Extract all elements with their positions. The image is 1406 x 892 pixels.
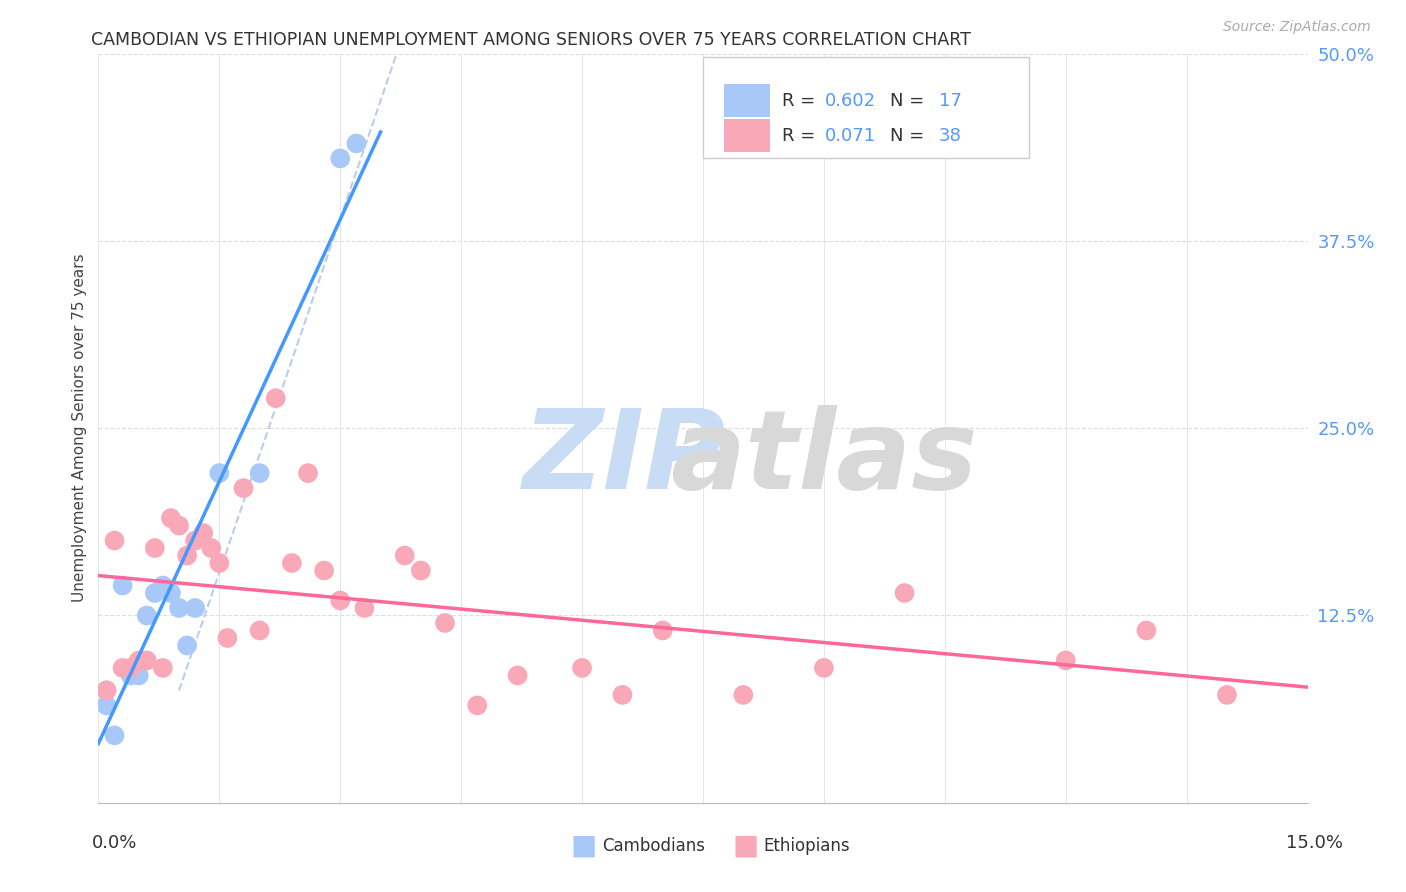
Point xyxy=(612,688,634,702)
Text: 15.0%: 15.0% xyxy=(1285,834,1343,852)
Point xyxy=(120,661,142,675)
Point xyxy=(217,631,239,645)
Point xyxy=(329,152,352,166)
Point xyxy=(160,511,183,525)
Point xyxy=(167,518,190,533)
Point xyxy=(329,593,352,607)
Point xyxy=(143,586,166,600)
Point xyxy=(103,728,125,742)
Point xyxy=(193,526,215,541)
Text: 0.0%: 0.0% xyxy=(91,834,136,852)
Text: atlas: atlas xyxy=(671,405,977,512)
FancyBboxPatch shape xyxy=(703,57,1029,159)
Point xyxy=(893,586,915,600)
Bar xyxy=(724,84,769,117)
Point xyxy=(232,481,254,495)
Point xyxy=(1054,653,1077,667)
Y-axis label: Unemployment Among Seniors over 75 years: Unemployment Among Seniors over 75 years xyxy=(72,254,87,602)
Point xyxy=(409,564,432,578)
Point xyxy=(344,136,367,151)
Point xyxy=(571,661,593,675)
Point xyxy=(96,698,118,713)
Point xyxy=(1216,688,1239,702)
Point xyxy=(128,653,150,667)
Text: 17: 17 xyxy=(939,92,962,110)
Point xyxy=(184,533,207,548)
Point xyxy=(135,653,157,667)
Point xyxy=(1135,624,1157,638)
Point xyxy=(314,564,336,578)
Text: ■: ■ xyxy=(571,831,596,860)
Point xyxy=(249,624,271,638)
Point xyxy=(651,624,673,638)
Text: 0.071: 0.071 xyxy=(825,127,876,145)
Text: N =: N = xyxy=(890,127,931,145)
Point xyxy=(264,391,287,405)
Text: Source: ZipAtlas.com: Source: ZipAtlas.com xyxy=(1223,20,1371,34)
Point xyxy=(434,615,457,630)
Text: ■: ■ xyxy=(733,831,758,860)
Text: ZIP: ZIP xyxy=(523,405,725,512)
Text: 0.602: 0.602 xyxy=(825,92,876,110)
Point xyxy=(281,556,304,570)
Text: N =: N = xyxy=(890,92,931,110)
Text: R =: R = xyxy=(782,127,821,145)
Text: Ethiopians: Ethiopians xyxy=(763,837,851,855)
Point xyxy=(160,586,183,600)
Point xyxy=(135,608,157,623)
Point xyxy=(120,668,142,682)
Point xyxy=(176,639,198,653)
Point xyxy=(128,668,150,682)
Text: R =: R = xyxy=(782,92,821,110)
Point xyxy=(506,668,529,682)
Text: Cambodians: Cambodians xyxy=(602,837,704,855)
Point xyxy=(208,556,231,570)
Point xyxy=(96,683,118,698)
Text: CAMBODIAN VS ETHIOPIAN UNEMPLOYMENT AMONG SENIORS OVER 75 YEARS CORRELATION CHAR: CAMBODIAN VS ETHIOPIAN UNEMPLOYMENT AMON… xyxy=(91,31,972,49)
Point xyxy=(465,698,488,713)
Point xyxy=(176,549,198,563)
Point xyxy=(143,541,166,555)
Point xyxy=(813,661,835,675)
Point xyxy=(200,541,222,555)
Bar xyxy=(724,120,769,153)
Text: 38: 38 xyxy=(939,127,962,145)
Point xyxy=(152,578,174,592)
Point xyxy=(208,466,231,480)
Point xyxy=(167,601,190,615)
Point xyxy=(297,466,319,480)
Point xyxy=(152,661,174,675)
Point xyxy=(111,578,134,592)
Point xyxy=(103,533,125,548)
Point xyxy=(249,466,271,480)
Point xyxy=(353,601,375,615)
Point xyxy=(394,549,416,563)
Point xyxy=(733,688,755,702)
Point xyxy=(184,601,207,615)
Point xyxy=(111,661,134,675)
Point xyxy=(96,683,118,698)
